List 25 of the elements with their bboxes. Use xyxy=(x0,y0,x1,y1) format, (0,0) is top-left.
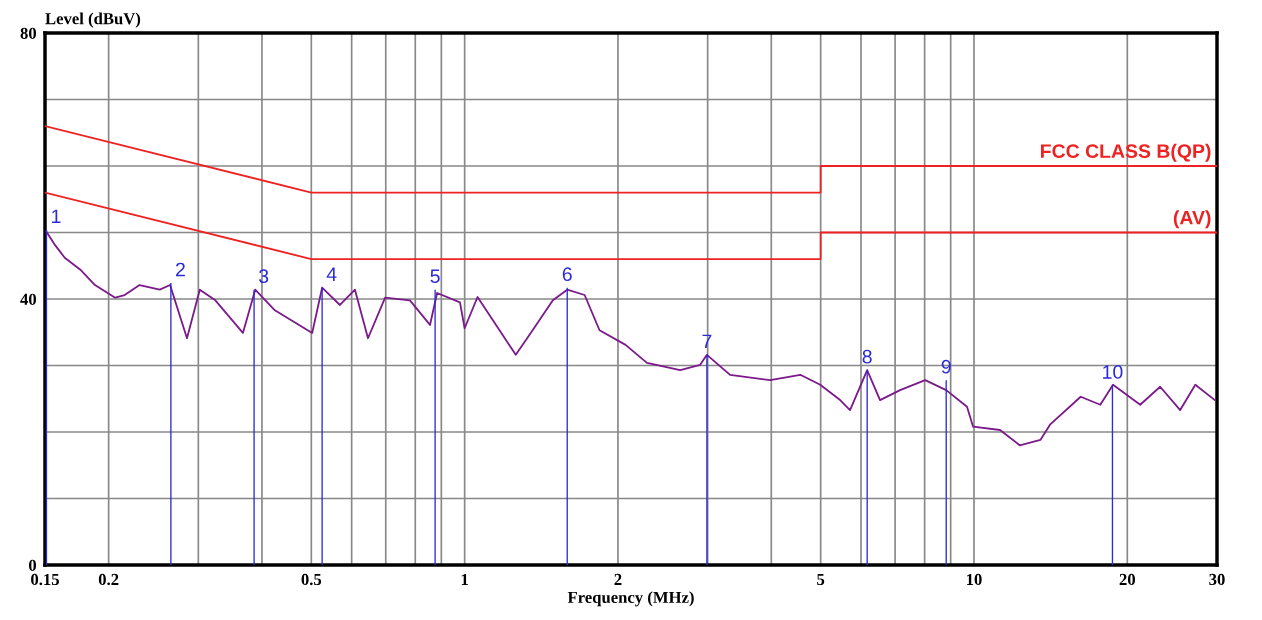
y-tick-label: 0 xyxy=(28,559,37,571)
x-tick-label: 20 xyxy=(1119,573,1136,586)
series-label: FCC CLASS B(QP) xyxy=(1040,143,1211,162)
annotation: 1 xyxy=(52,209,61,224)
annotation: 2 xyxy=(176,262,185,277)
x-tick-label: 2 xyxy=(614,573,622,585)
x-tick-label: 5 xyxy=(817,573,825,586)
x-axis-title: Frequency (MHz) xyxy=(567,591,694,607)
y-axis-title: Level (dBuV) xyxy=(45,12,141,28)
y-tick-label: 40 xyxy=(20,293,37,305)
x-tick-label: 0.15 xyxy=(31,573,59,586)
x-tick-label: 1 xyxy=(461,573,468,585)
x-tick-label: 0.5 xyxy=(301,573,322,586)
annotation: 6 xyxy=(562,267,572,282)
x-tick-label: 0.2 xyxy=(98,573,119,586)
annotation: 3 xyxy=(258,269,269,284)
annotation: 9 xyxy=(941,359,951,374)
x-tick-label: 10 xyxy=(966,573,982,586)
series-label: (AV) xyxy=(1173,210,1211,229)
annotation: 8 xyxy=(862,349,872,364)
annotation: 5 xyxy=(430,269,440,284)
annotation: 10 xyxy=(1103,365,1123,379)
annotation: 4 xyxy=(326,267,337,281)
x-tick-label: 30 xyxy=(1209,573,1225,586)
y-tick-label: 80 xyxy=(20,27,37,39)
